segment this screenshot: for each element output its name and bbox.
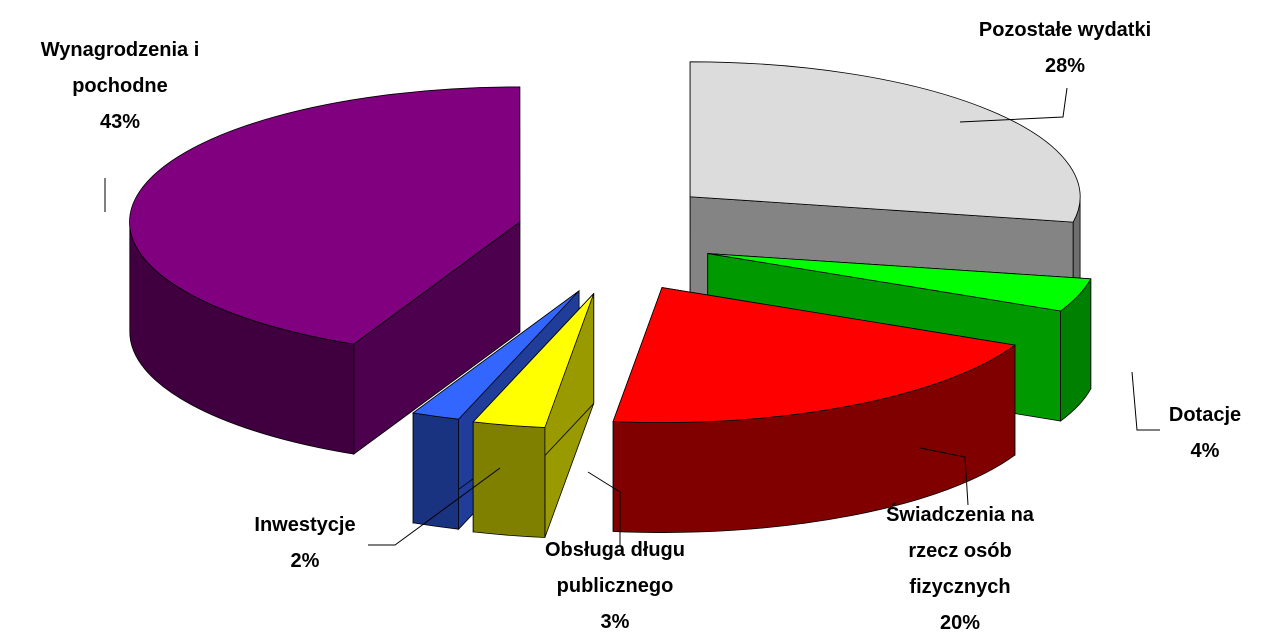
slice-top — [412, 290, 580, 420]
pie-slice — [612, 287, 1016, 533]
slice-label: Pozostałe wydatki 28% — [940, 12, 1190, 84]
percent-label: 43% — [99, 111, 141, 133]
slice-top — [129, 86, 521, 345]
slice-top — [612, 287, 1016, 423]
percent-label: 28% — [1044, 55, 1086, 77]
slice-top — [707, 253, 1092, 312]
slice-label: Obsługa długu publicznego 3% — [530, 532, 700, 640]
leader-line — [919, 447, 969, 506]
slice-top — [472, 293, 595, 428]
pie-slice — [472, 292, 595, 538]
leader-line — [959, 87, 1068, 123]
category-name: Dotacje — [1168, 404, 1242, 426]
leader-line — [1131, 371, 1160, 431]
slice-label: Inwestycje 2% — [230, 507, 380, 579]
percent-label: 4% — [1190, 440, 1220, 462]
category-name: Inwestycje — [254, 514, 356, 536]
category-name: Pozostałe wydatki — [978, 19, 1152, 41]
percent-label: 20% — [939, 612, 981, 634]
percent-label: 3% — [600, 611, 630, 633]
slice-label: Świadczenia na rzecz osób fizycznych 20% — [873, 497, 1048, 641]
percent-label: 2% — [290, 550, 320, 572]
slice-wall — [412, 412, 459, 530]
category-name: Świadczenia na rzecz osób fizycznych — [886, 504, 1034, 598]
leader-line — [368, 467, 501, 546]
slice-label: Wynagrodzenia i pochodne 43% — [28, 32, 213, 140]
leader-line — [587, 471, 621, 545]
slice-top — [689, 61, 1081, 223]
category-name: Wynagrodzenia i pochodne — [40, 39, 200, 97]
category-name: Obsługa długu publicznego — [545, 539, 685, 597]
pie-slice — [129, 86, 521, 455]
slice-label: Dotacje 4% — [1155, 397, 1255, 469]
